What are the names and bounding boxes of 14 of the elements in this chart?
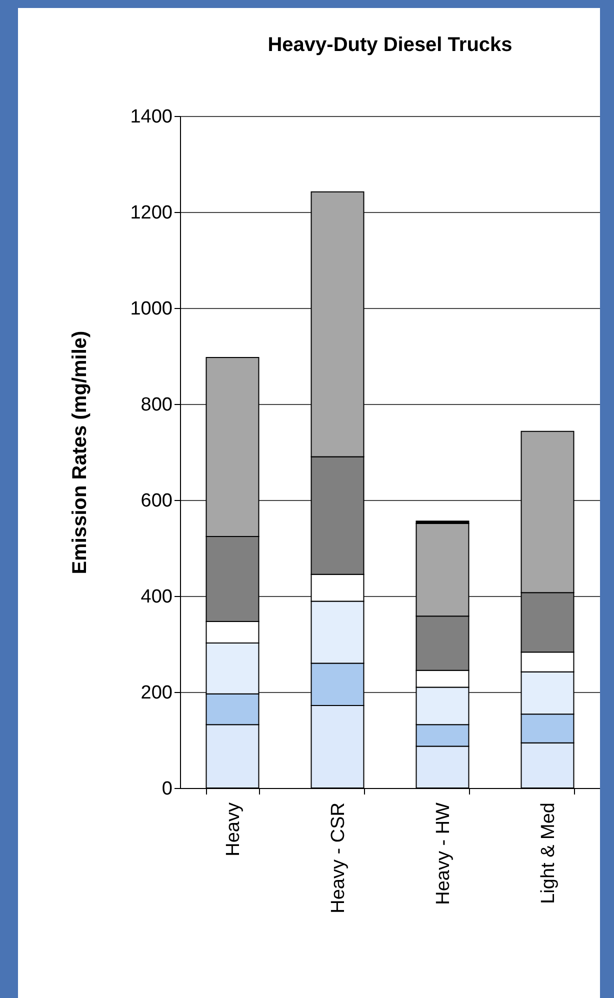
x-tick-label: Heavy - CSR (328, 802, 349, 914)
y-tick-label: 1000 (130, 298, 172, 320)
x-tick-label: Light & Med (538, 802, 559, 904)
x-tick-label: Heavy (223, 802, 244, 856)
y-tick-label: 1400 (130, 106, 172, 128)
y-tick-label: 200 (140, 682, 172, 704)
y-tick-label: 800 (140, 394, 172, 416)
y-axis-title: Emission Rates (mg/mile) (69, 330, 92, 574)
chart-title: Heavy-Duty Diesel Trucks (268, 34, 512, 56)
x-tick-label: Heavy - HW (433, 802, 454, 905)
y-tick-label: 600 (140, 490, 172, 512)
y-tick-label: 1200 (130, 202, 172, 224)
y-tick-label: 0 (162, 778, 172, 800)
y-tick-label: 400 (140, 586, 172, 608)
